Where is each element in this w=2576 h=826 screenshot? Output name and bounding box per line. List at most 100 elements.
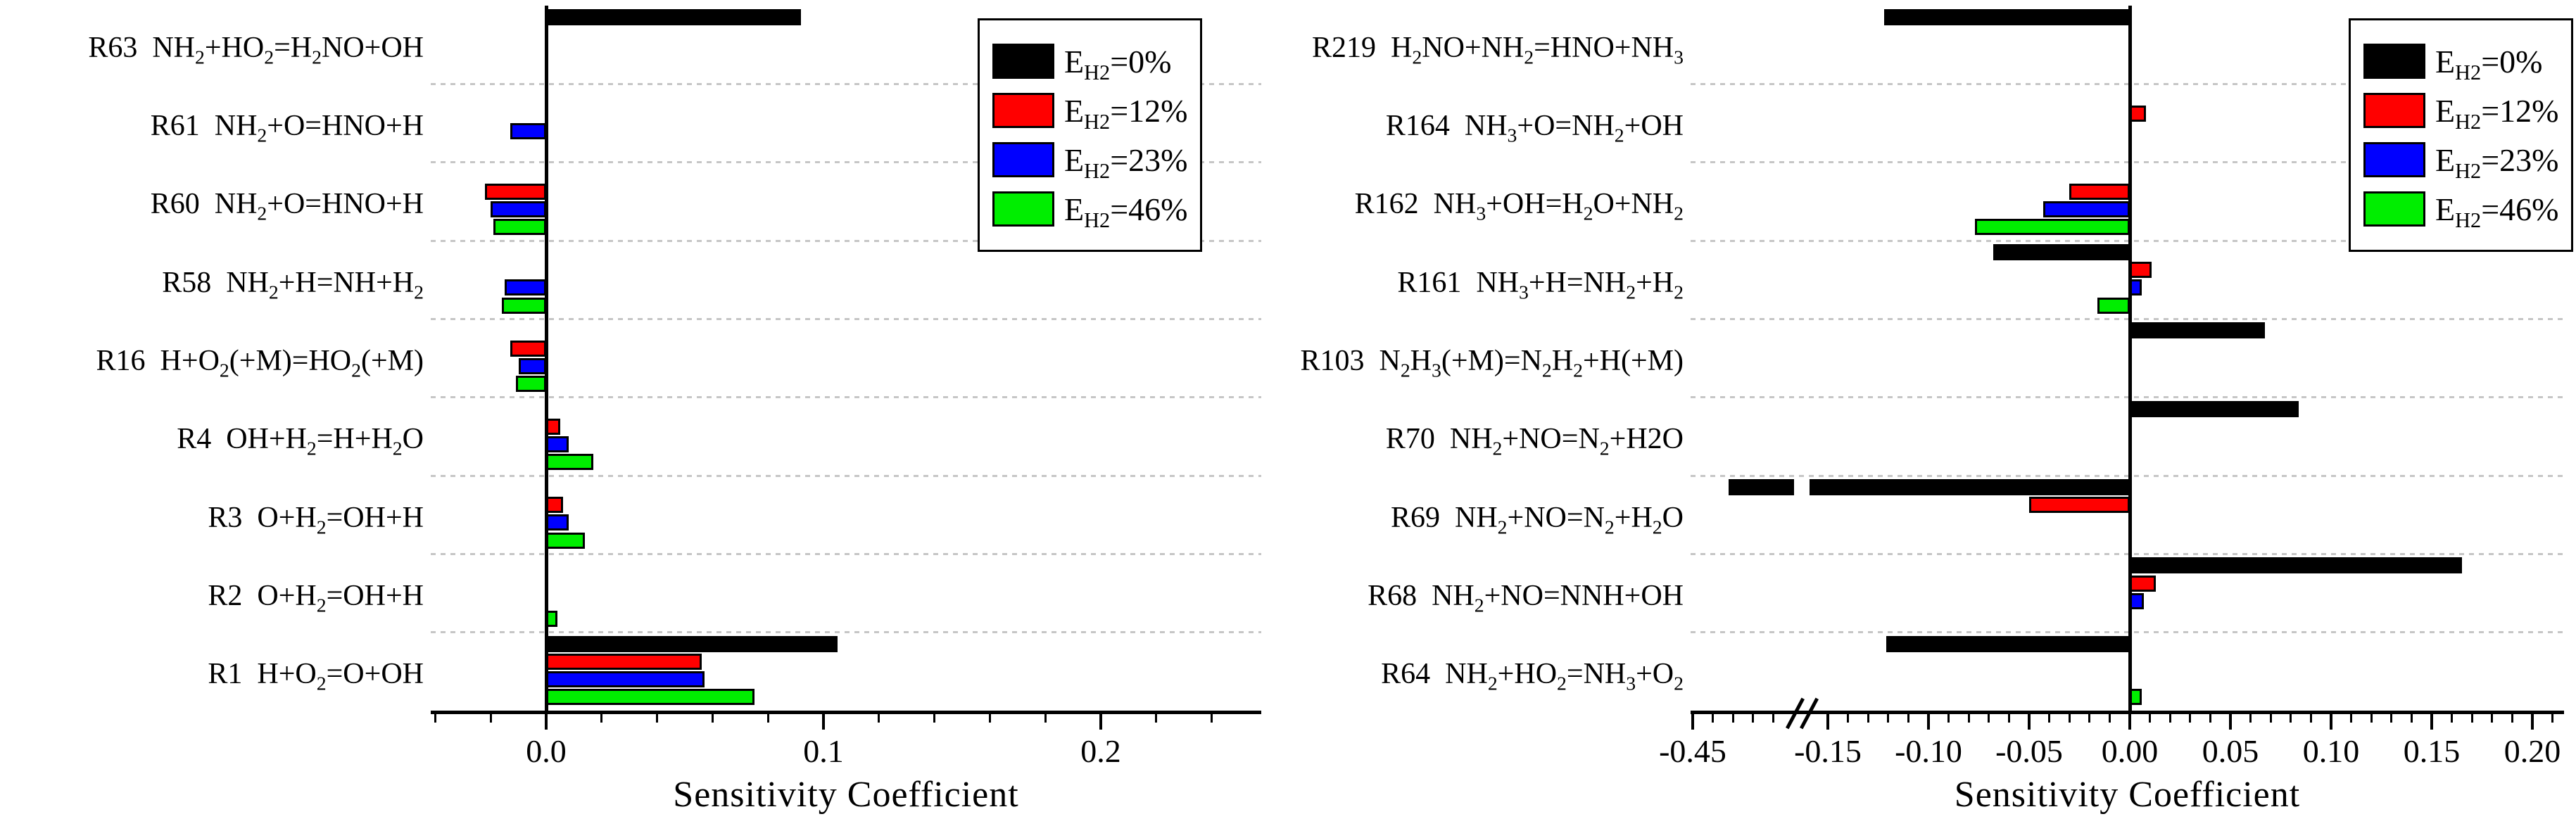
x-axis-major-tick: [1099, 714, 1102, 730]
gridline: [1691, 161, 2564, 164]
gridline: [431, 317, 1261, 320]
legend-label-0: EH2=0%: [2435, 43, 2543, 84]
left-x-axis-title: Sensitivity Coefficient: [673, 775, 1019, 815]
legend-label-3: EH2=46%: [2435, 191, 2559, 232]
bar-r161-series0: [1993, 244, 2130, 260]
legend-swatch-2: [2363, 142, 2425, 177]
gridline: [1691, 82, 2564, 85]
x-axis-minor-tick: [1211, 714, 1213, 723]
x-axis-minor-tick: [2249, 714, 2252, 723]
legend-swatch-3: [992, 191, 1054, 227]
x-axis-minor-tick: [988, 714, 991, 723]
reaction-label-r4: R4 OH+H2=H+H2O: [177, 423, 424, 459]
x-axis-minor-tick: [2189, 714, 2192, 723]
legend-label-1: EH2=12%: [1064, 92, 1188, 134]
legend-label-2: EH2=23%: [2435, 141, 2559, 183]
gridline: [431, 239, 1261, 242]
x-axis-minor-tick: [1155, 714, 1158, 723]
reaction-label-r103: R103 N2H3(+M)=N2H2+H(+M): [1300, 345, 1684, 381]
x-axis-major-tick: [822, 714, 825, 730]
x-axis-minor-tick: [2511, 714, 2513, 723]
x-axis-minor-tick: [1907, 714, 1909, 723]
x-axis-major-tick: [2330, 714, 2332, 730]
x-axis-line: [1691, 711, 2564, 714]
x-axis-minor-tick: [1847, 714, 1850, 723]
reaction-label-r161: R161 NH3+H=NH2+H2: [1397, 266, 1684, 303]
x-axis-minor-tick: [1752, 714, 1754, 723]
right-x-axis-title: Sensitivity Coefficient: [1954, 775, 2301, 815]
gridline: [431, 161, 1261, 164]
x-axis-major-tick: [1826, 714, 1829, 730]
left-plot-area: [431, 6, 1261, 711]
bar-r68-series2: [2130, 592, 2145, 609]
x-axis-minor-tick: [1712, 714, 1714, 723]
gridline: [431, 631, 1261, 634]
x-axis-major-tick: [1927, 714, 1930, 730]
bar-r164-series1: [2130, 105, 2146, 122]
x-axis-minor-tick: [1887, 714, 1890, 723]
legend-item-3: EH2=46%: [992, 189, 1187, 231]
reaction-label-r3: R3 O+H2=OH+H: [208, 501, 424, 538]
bar-r1-series3: [546, 689, 755, 706]
gridline: [431, 82, 1261, 85]
bar-r68-series0: [2130, 557, 2462, 574]
x-axis-major-tick: [2229, 714, 2232, 730]
x-axis-minor-tick: [2370, 714, 2373, 723]
x-axis-tick-label: 0.05: [2202, 733, 2259, 769]
bar-r69-series1: [2029, 497, 2130, 514]
reaction-label-r69: R69 NH2+NO=N2+H2O: [1390, 501, 1684, 538]
bar-r4-series2: [546, 436, 569, 453]
bar-r161-series3: [2097, 297, 2130, 314]
x-axis-minor-tick: [1731, 714, 1734, 723]
x-axis-minor-tick: [933, 714, 936, 723]
x-axis-major-tick: [2128, 714, 2131, 730]
x-axis-minor-tick: [2451, 714, 2454, 723]
legend-swatch-2: [992, 142, 1054, 177]
reaction-label-r68: R68 NH2+NO=NNH+OH: [1368, 580, 1684, 616]
reaction-label-r70: R70 NH2+NO=N2+H2O: [1385, 423, 1684, 459]
bar-r70-series0: [2130, 400, 2299, 417]
gridline: [1691, 631, 2564, 634]
bar-r60-series2: [491, 201, 546, 218]
bar-r16-series3: [515, 375, 546, 392]
legend-item-1: EH2=12%: [992, 91, 1188, 134]
x-axis-minor-tick: [878, 714, 880, 723]
bar-r61-series2: [510, 122, 546, 139]
x-axis-major-tick: [545, 714, 548, 730]
x-axis-minor-tick: [2168, 714, 2171, 723]
bar-r161-series2: [2130, 279, 2142, 296]
x-axis-minor-tick: [2088, 714, 2091, 723]
bar-r3-series2: [546, 514, 569, 531]
x-axis-major-tick: [2531, 714, 2534, 730]
x-axis-minor-tick: [2007, 714, 2010, 723]
reaction-label-r219: R219 H2NO+NH2=HNO+NH3: [1312, 31, 1684, 68]
bar-r63-series0: [546, 9, 802, 25]
bar-r16-series1: [510, 340, 546, 357]
axis-break-bar-gap: [1794, 477, 1810, 497]
gridline: [431, 396, 1261, 399]
x-axis-tick-label: -0.15: [1794, 733, 1862, 769]
x-axis-minor-tick: [2290, 714, 2292, 723]
zero-axis-line: [2128, 6, 2132, 711]
x-axis-minor-tick: [2470, 714, 2473, 723]
gridline: [1691, 474, 2564, 477]
x-axis-minor-tick: [1867, 714, 1869, 723]
gridline: [431, 474, 1261, 477]
x-axis-tick-label: 0.1: [803, 733, 844, 769]
bar-r1-series1: [546, 653, 702, 670]
x-axis-minor-tick: [2269, 714, 2272, 723]
reaction-label-r61: R61 NH2+O=HNO+H: [150, 110, 424, 146]
x-axis-tick-label: 0.15: [2403, 733, 2461, 769]
x-axis-tick-label: 0.20: [2504, 733, 2561, 769]
right-plot-area: [1691, 6, 2564, 711]
bar-r64-series3: [2130, 689, 2142, 706]
x-axis-line: [431, 711, 1261, 714]
bar-r16-series2: [518, 357, 546, 374]
x-axis-tick-label: -0.10: [1895, 733, 1962, 769]
bar-r162-series3: [1974, 219, 2130, 236]
reaction-label-r16: R16 H+O2(+M)=HO2(+M): [96, 345, 424, 381]
reaction-label-r164: R164 NH3+O=NH2+OH: [1385, 110, 1684, 146]
x-axis-minor-tick: [2209, 714, 2211, 723]
bar-r162-series1: [2069, 183, 2130, 200]
reaction-label-r2: R2 O+H2=OH+H: [208, 580, 424, 616]
